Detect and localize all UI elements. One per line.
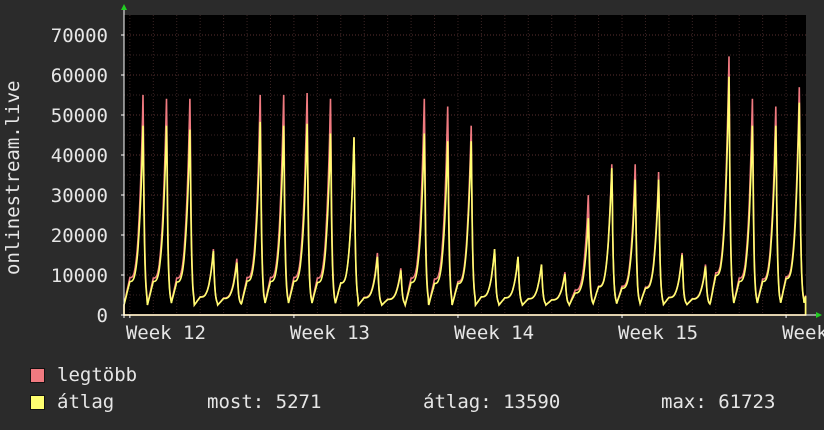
x-tick-label: Week 1 [782, 322, 824, 344]
series-avg [123, 76, 807, 316]
stat-average-value: 13590 [503, 391, 561, 413]
stat-max-value: 61723 [718, 391, 776, 413]
stat-max: max: 61723 [661, 390, 775, 414]
x-tick-label: Week 15 [618, 322, 698, 344]
grid [124, 15, 806, 315]
y-tick-label: 70000 [51, 25, 108, 47]
y-axis-arrow [121, 4, 127, 10]
legend: legtöbb átlag most: 5271 átlag: 13590 ma… [0, 360, 824, 430]
stat-average: átlag: 13590 [423, 390, 560, 414]
y-tick-label: 0 [97, 305, 108, 327]
y-tick-labels: 0 10000 20000 30000 40000 50000 60000 70000 [51, 25, 124, 327]
x-axis-arrow [816, 312, 822, 318]
y-tick-label: 30000 [51, 185, 108, 207]
chart: 0 10000 20000 30000 40000 50000 60000 70000 Wee… [2, 4, 824, 344]
legend-swatch-max [30, 367, 45, 383]
y-axis-label: onlinestream.live [2, 81, 24, 275]
stat-max-label: max: [661, 391, 707, 413]
stat-now-value: 5271 [275, 391, 322, 413]
y-tick-label: 40000 [51, 145, 108, 167]
y-tick-label: 50000 [51, 105, 108, 127]
series-avg-line [123, 76, 807, 316]
legend-label-avg: átlag [57, 391, 115, 413]
x-tick-labels: Week 12 Week 13 Week 14 Week 15 Week 1 [126, 315, 824, 344]
stat-now-label: most: [207, 391, 265, 413]
y-tick-label: 10000 [51, 265, 108, 287]
legend-item-avg: átlag [30, 390, 114, 414]
legend-label-max: legtöbb [57, 364, 138, 386]
stat-now: most: 5271 [207, 390, 321, 414]
x-tick-label: Week 14 [454, 322, 534, 344]
legend-swatch-avg [30, 394, 45, 410]
x-tick-label: Week 13 [290, 322, 370, 344]
legend-item-max: legtöbb [30, 363, 137, 387]
y-tick-label: 20000 [51, 225, 108, 247]
y-tick-label: 60000 [51, 65, 108, 87]
stat-average-label: átlag: [423, 391, 492, 413]
axes [121, 4, 822, 318]
x-tick-label: Week 12 [126, 322, 206, 344]
